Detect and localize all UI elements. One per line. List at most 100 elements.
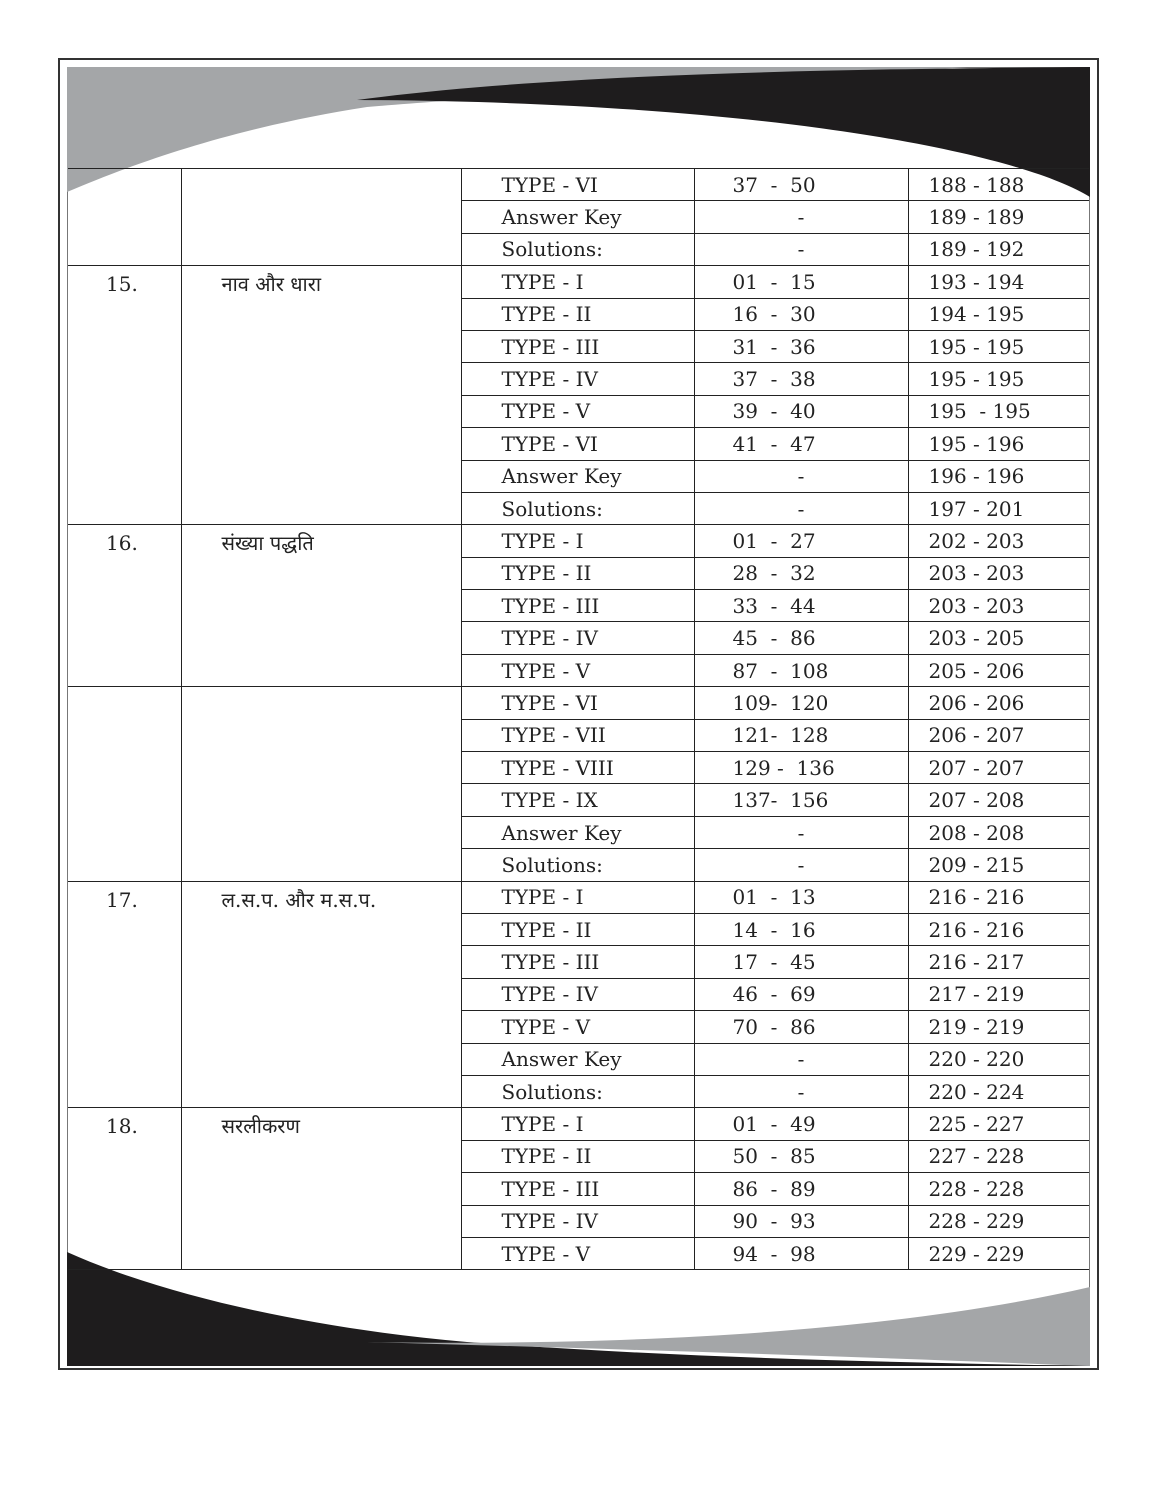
question-range: 01 - 15 — [693, 265, 909, 299]
page-range: 228 - 229 — [907, 1204, 1089, 1238]
contents-table: TYPE - VI 37 - 50 188 - 188 Answer Key -189 … — [68, 167, 1089, 1271]
question-range: 01 - 13 — [693, 880, 909, 914]
question-range: 16 - 30 — [693, 297, 909, 331]
question-type: TYPE - VII — [460, 718, 695, 753]
question-range: 14 - 16 — [693, 912, 909, 947]
question-type: TYPE - II — [460, 297, 695, 331]
question-type: TYPE - III — [460, 945, 695, 979]
page-range: 194 - 195 — [907, 297, 1089, 331]
question-range: 121- 128 — [693, 718, 909, 753]
question-range: 87 - 108 — [693, 653, 909, 688]
question-type: TYPE - VI — [460, 427, 695, 461]
table-row: TYPE - II 28 - 32 203 - 203 — [68, 556, 1089, 591]
question-range: 17 - 45 — [693, 945, 909, 979]
page-range: 207 - 208 — [907, 783, 1089, 817]
question-type: TYPE - VI — [460, 167, 695, 202]
table-row: TYPE - III 17 - 45 216 - 217 — [68, 945, 1089, 979]
question-type: TYPE - V — [460, 394, 695, 429]
question-range: 137- 156 — [693, 783, 909, 817]
question-type: TYPE - II — [460, 912, 695, 947]
table-row: 18. सरलीकरण TYPE - I 01 - 49 225 - 227 — [68, 1107, 1089, 1271]
page-range: 195 - 195 — [907, 362, 1089, 396]
chapter-number — [68, 167, 182, 267]
page-range: 207 - 207 — [907, 751, 1089, 785]
question-type: TYPE - I — [460, 880, 695, 914]
question-type: TYPE - V — [460, 653, 695, 688]
page-range: 220 - 220 — [907, 1042, 1089, 1076]
page-range: 208 - 208 — [907, 815, 1089, 850]
chapter-number: 17. — [68, 880, 182, 1109]
question-range: 01 - 27 — [693, 524, 909, 558]
table-row: TYPE - IV 90 - 93 228 - 229 — [68, 1204, 1089, 1238]
page-range: 227 - 228 — [907, 1139, 1089, 1174]
question-type: TYPE - II — [460, 1139, 695, 1174]
question-range: 50 - 85 — [693, 1139, 909, 1174]
question-type: TYPE - I — [460, 524, 695, 558]
question-type: TYPE - IV — [460, 1204, 695, 1238]
top-gray-swoosh — [67, 67, 1090, 192]
table-row: TYPE - IV 46 - 69 217 - 219 — [68, 977, 1089, 1012]
question-type: TYPE - II — [460, 556, 695, 591]
page-range: 216 - 216 — [907, 912, 1089, 947]
table-row: TYPE - VI 37 - 50 188 - 188 — [68, 167, 1089, 267]
page-range: 203 - 203 — [907, 589, 1089, 623]
chapter-number: 16. — [68, 524, 182, 688]
chapter-number: 18. — [68, 1107, 182, 1271]
table-row: Solutions: -209 - 215 — [68, 848, 1089, 882]
question-range: - — [693, 232, 909, 267]
question-range: - — [693, 491, 909, 526]
question-range: 45 - 86 — [693, 621, 909, 655]
page-range: 195 - 196 — [907, 427, 1089, 461]
question-range: 90 - 93 — [693, 1204, 909, 1238]
question-type: TYPE - VIII — [460, 751, 695, 785]
question-type: TYPE - IV — [460, 362, 695, 396]
page-range: 206 - 207 — [907, 718, 1089, 753]
table-row: TYPE - V 87 - 108 205 - 206 — [68, 653, 1089, 688]
question-type: Answer Key — [460, 459, 695, 493]
question-type: Solutions: — [460, 1074, 695, 1109]
page-range: 196 - 196 — [907, 459, 1089, 493]
page-range: 189 - 192 — [907, 232, 1089, 267]
chapter-topic — [180, 167, 462, 267]
table-row: TYPE - V 94 - 98 229 - 229 — [68, 1236, 1089, 1271]
question-range: 37 - 50 — [693, 167, 909, 202]
page-range: 203 - 205 — [907, 621, 1089, 655]
chapter-number: 15. — [68, 265, 182, 526]
question-range: - — [693, 1042, 909, 1076]
question-type: TYPE - V — [460, 1236, 695, 1271]
question-range: 39 - 40 — [693, 394, 909, 429]
table-row: TYPE - III 33 - 44 203 - 203 — [68, 589, 1089, 623]
question-type: Answer Key — [460, 1042, 695, 1076]
question-type: Solutions: — [460, 232, 695, 267]
page-range: 220 - 224 — [907, 1074, 1089, 1109]
question-type: Solutions: — [460, 848, 695, 882]
table-row: TYPE - IX 137- 156 207 - 208 — [68, 783, 1089, 817]
page-range: 219 - 219 — [907, 1010, 1089, 1044]
chapter-topic — [180, 686, 462, 882]
table-row: Solutions: -189 - 192 — [68, 232, 1089, 267]
page-range: 188 - 188 — [907, 167, 1089, 202]
bottom-black-swoosh — [67, 1252, 1090, 1366]
question-type: Solutions: — [460, 491, 695, 526]
top-black-swoosh — [357, 67, 1090, 197]
question-range: 109- 120 — [693, 686, 909, 720]
chapter-number — [68, 686, 182, 882]
question-type: TYPE - V — [460, 1010, 695, 1044]
question-type: TYPE - III — [460, 1172, 695, 1206]
table-row: TYPE - III 86 - 89 228 - 228 — [68, 1172, 1089, 1206]
question-range: 37 - 38 — [693, 362, 909, 396]
page-border — [58, 58, 1099, 1370]
page-range: 228 - 228 — [907, 1172, 1089, 1206]
table-row: TYPE - II 50 - 85 227 - 228 — [68, 1139, 1089, 1174]
table-row: 17. ल.स.प. और म.स.प. TYPE - I 01 - 13 216 - … — [68, 880, 1089, 1109]
table-row: TYPE - III 31 - 36 195 - 195 — [68, 329, 1089, 364]
question-range: 31 - 36 — [693, 329, 909, 364]
page-range: 203 - 203 — [907, 556, 1089, 591]
table-row: TYPE - V 39 - 40 195 - 195 — [68, 394, 1089, 429]
question-type: TYPE - IV — [460, 621, 695, 655]
question-type: TYPE - III — [460, 329, 695, 364]
question-range: 33 - 44 — [693, 589, 909, 623]
question-range: 70 - 86 — [693, 1010, 909, 1044]
table-row: TYPE - IV 37 - 38 195 - 195 — [68, 362, 1089, 396]
page-range: 216 - 216 — [907, 880, 1089, 914]
